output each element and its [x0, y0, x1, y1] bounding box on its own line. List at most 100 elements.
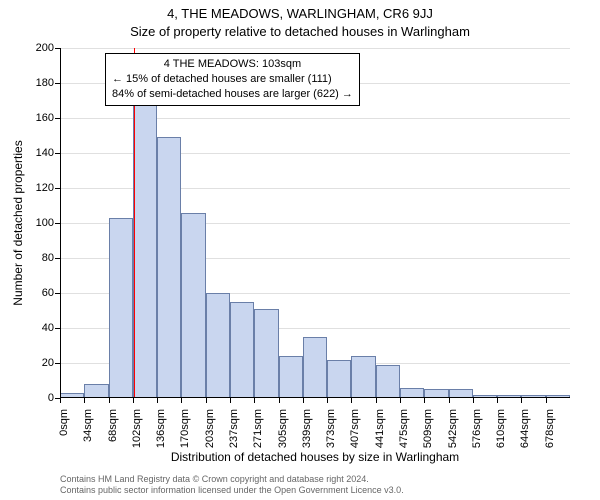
- y-tick-mark: [55, 258, 60, 259]
- y-tick-mark: [55, 398, 60, 399]
- chart-root: 4, THE MEADOWS, WARLINGHAM, CR6 9JJ Size…: [0, 0, 600, 500]
- histogram-bar: [376, 365, 400, 398]
- plot-area: 4 THE MEADOWS: 103sqm← 15% of detached h…: [60, 48, 570, 398]
- x-tick-label: 678sqm: [544, 409, 556, 448]
- y-tick-mark: [55, 83, 60, 84]
- marker-line: [134, 48, 135, 398]
- x-tick-mark: [449, 398, 450, 403]
- y-tick-label: 100: [36, 217, 54, 229]
- histogram-bar: [449, 389, 473, 398]
- y-axis-line: [60, 48, 61, 398]
- y-tick-label: 40: [42, 322, 54, 334]
- chart-title-line2: Size of property relative to detached ho…: [0, 24, 600, 39]
- axes: [60, 48, 570, 398]
- x-tick-mark: [254, 398, 255, 403]
- y-axis-label: Number of detached properties: [10, 48, 26, 398]
- x-ticks: 0sqm34sqm68sqm102sqm136sqm170sqm203sqm23…: [60, 48, 570, 398]
- x-axis-line: [60, 397, 570, 398]
- x-tick-mark: [109, 398, 110, 403]
- x-tick-label: 407sqm: [349, 409, 361, 448]
- x-tick-mark: [303, 398, 304, 403]
- chart-title-line1: 4, THE MEADOWS, WARLINGHAM, CR6 9JJ: [0, 6, 600, 21]
- histogram-bar: [400, 388, 424, 399]
- grid-line: [60, 363, 570, 364]
- x-tick-label: 576sqm: [471, 409, 483, 448]
- x-tick-label: 271sqm: [252, 409, 264, 448]
- x-tick-mark: [521, 398, 522, 403]
- x-tick-mark: [279, 398, 280, 403]
- histogram-bar: [351, 356, 375, 398]
- histogram-bar: [303, 337, 327, 398]
- x-tick-label: 441sqm: [374, 409, 386, 448]
- y-tick-label: 60: [42, 287, 54, 299]
- y-tick-mark: [55, 293, 60, 294]
- histogram-bar: [424, 389, 448, 398]
- x-tick-mark: [351, 398, 352, 403]
- x-tick-mark: [84, 398, 85, 403]
- histogram-bar: [133, 104, 157, 398]
- grid-line: [60, 83, 570, 84]
- grid-line: [60, 328, 570, 329]
- histogram-bar: [181, 213, 205, 399]
- y-tick-mark: [55, 118, 60, 119]
- x-tick-mark: [157, 398, 158, 403]
- x-tick-mark: [206, 398, 207, 403]
- y-tick-label: 160: [36, 112, 54, 124]
- x-tick-label: 102sqm: [131, 409, 143, 448]
- x-tick-mark: [424, 398, 425, 403]
- x-tick-label: 68sqm: [107, 409, 119, 442]
- x-tick-label: 34sqm: [82, 409, 94, 442]
- y-tick-mark: [55, 188, 60, 189]
- x-tick-mark: [473, 398, 474, 403]
- x-tick-label: 237sqm: [228, 409, 240, 448]
- histogram-bar: [521, 395, 545, 399]
- x-tick-label: 509sqm: [422, 409, 434, 448]
- histogram-bar: [206, 293, 230, 398]
- x-tick-label: 305sqm: [277, 409, 289, 448]
- histogram-bar: [327, 360, 351, 399]
- histogram-bar: [157, 137, 181, 398]
- grid-line: [60, 153, 570, 154]
- grid-line: [60, 188, 570, 189]
- x-tick-mark: [400, 398, 401, 403]
- x-tick-label: 644sqm: [519, 409, 531, 448]
- histogram-bar: [279, 356, 303, 398]
- histogram-bar: [473, 395, 497, 399]
- attribution-line2: Contains public sector information licen…: [60, 485, 570, 496]
- annotation-box: 4 THE MEADOWS: 103sqm← 15% of detached h…: [105, 53, 360, 106]
- gridlines: [60, 48, 570, 398]
- y-tick-label: 180: [36, 77, 54, 89]
- y-tick-mark: [55, 363, 60, 364]
- x-tick-label: 170sqm: [179, 409, 191, 448]
- y-tick-mark: [55, 223, 60, 224]
- grid-line: [60, 48, 570, 49]
- annotation-line1: 4 THE MEADOWS: 103sqm: [112, 57, 353, 72]
- histogram-bar: [109, 218, 133, 398]
- y-axis-label-text: Number of detached properties: [11, 140, 25, 305]
- x-tick-label: 136sqm: [155, 409, 167, 448]
- histogram-bar: [84, 384, 108, 398]
- y-tick-mark: [55, 328, 60, 329]
- x-tick-label: 475sqm: [398, 409, 410, 448]
- x-tick-mark: [133, 398, 134, 403]
- y-tick-mark: [55, 153, 60, 154]
- annotation-line3: 84% of semi-detached houses are larger (…: [112, 87, 353, 102]
- histogram-bar: [60, 393, 84, 398]
- y-tick-mark: [55, 48, 60, 49]
- grid-line: [60, 258, 570, 259]
- histogram-bar: [230, 302, 254, 398]
- annotation-line2: ← 15% of detached houses are smaller (11…: [112, 72, 353, 87]
- histogram-bar: [254, 309, 278, 398]
- x-tick-label: 339sqm: [301, 409, 313, 448]
- attribution: Contains HM Land Registry data © Crown c…: [60, 474, 570, 497]
- x-tick-label: 610sqm: [495, 409, 507, 448]
- x-tick-mark: [546, 398, 547, 403]
- y-tick-label: 200: [36, 42, 54, 54]
- x-tick-label: 0sqm: [58, 409, 70, 436]
- y-tick-label: 80: [42, 252, 54, 264]
- y-tick-label: 20: [42, 357, 54, 369]
- grid-line: [60, 118, 570, 119]
- y-tick-label: 140: [36, 147, 54, 159]
- x-tick-mark: [497, 398, 498, 403]
- x-tick-label: 542sqm: [447, 409, 459, 448]
